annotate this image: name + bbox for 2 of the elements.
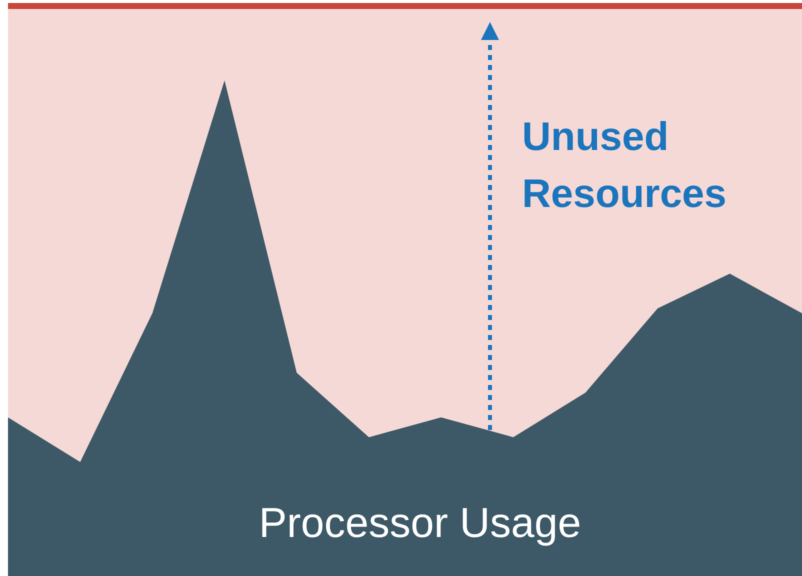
annotation: Unused Resources [522,115,727,216]
annotation: Processor Usage [258,499,582,546]
